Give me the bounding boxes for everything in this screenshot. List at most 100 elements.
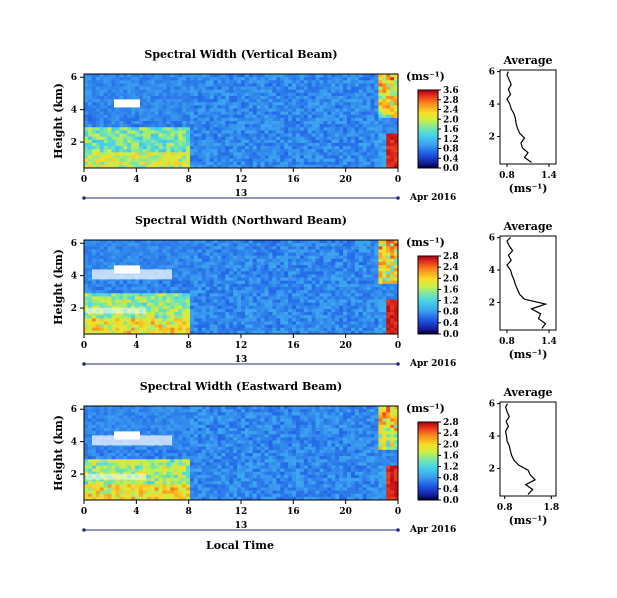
colorbar-tick-label: 1.6 <box>443 451 459 461</box>
x-tick-label: 12 <box>235 507 248 517</box>
x-tick-label: 4 <box>133 507 139 517</box>
colorbar-tick-label: 2.8 <box>443 418 459 428</box>
x-tick-label: 16 <box>287 507 300 517</box>
x-tick-label: 8 <box>186 175 192 185</box>
colorbar-tick-label: 2.4 <box>443 429 459 439</box>
profile-y-tick-label: 6 <box>489 68 495 78</box>
colorbar-tick-label: 0.4 <box>443 319 459 329</box>
heatmap-field <box>84 74 399 169</box>
x-tick-label: 0 <box>81 341 87 351</box>
colorbar-frame <box>417 421 439 501</box>
average-profile: Average 2 4 6 0.8 1.4(ms⁻¹) <box>489 220 557 361</box>
profile-frame <box>499 235 557 331</box>
date-label: Apr 2016 <box>409 359 456 369</box>
y-tick-label: 6 <box>71 239 77 249</box>
y-tick-label: 4 <box>71 106 77 116</box>
y-axis-label: Height (km) <box>52 415 65 491</box>
x-axis-label: Local Time <box>206 539 274 552</box>
panel-2: Spectral Width (Northward Beam) 2 4 6 Height… <box>52 214 557 369</box>
y-tick-label: 4 <box>71 438 77 448</box>
x-tick-label: 8 <box>186 341 192 351</box>
profile-x-label: (ms⁻¹) <box>509 514 548 527</box>
profile-line <box>506 71 532 163</box>
colorbar-tick-label: 0.8 <box>443 308 459 318</box>
day-axis-end <box>396 362 400 366</box>
day-label: 13 <box>235 521 248 531</box>
y-tick-label: 6 <box>71 405 77 415</box>
profile-x-tick-label: 0.8 <box>499 171 515 181</box>
colorbar-tick-label: 0.8 <box>443 145 459 155</box>
profile-y-tick-label: 4 <box>489 432 495 442</box>
profile-title: Average <box>502 220 552 233</box>
profile-x-label: (ms⁻¹) <box>509 182 548 195</box>
profile-frame <box>499 401 557 497</box>
day-axis-start <box>82 362 86 366</box>
colorbar-tick-label: 0.4 <box>443 154 459 164</box>
x-tick-label: 20 <box>339 175 352 185</box>
profile-x-tick-label: 1.4 <box>541 337 557 347</box>
colorbar-tick-label: 1.6 <box>443 125 459 135</box>
y-tick-label: 2 <box>71 470 77 480</box>
panel-title: Spectral Width (Vertical Beam) <box>144 48 337 61</box>
colorbar-tick-label: 1.6 <box>443 285 459 295</box>
day-axis-start <box>82 196 86 200</box>
date-label: Apr 2016 <box>409 193 456 203</box>
x-tick-label: 0 <box>395 341 401 351</box>
profile-x-tick-label: 1.8 <box>543 503 559 513</box>
y-axis-label: Height (km) <box>52 249 65 325</box>
x-tick-label: 16 <box>287 175 300 185</box>
x-tick-label: 20 <box>339 507 352 517</box>
average-profile: Average 2 4 6 0.8 1.4(ms⁻¹) <box>489 54 557 195</box>
profile-title: Average <box>502 54 552 67</box>
colorbar-label: (ms⁻¹) <box>406 402 445 415</box>
x-tick-label: 12 <box>235 341 248 351</box>
colorbar-tick-label: 0.0 <box>443 164 459 174</box>
colorbar-tick-label: 2.4 <box>443 263 459 273</box>
panel-title: Spectral Width (Eastward Beam) <box>140 380 342 393</box>
y-tick-label: 2 <box>71 304 77 314</box>
y-tick-label: 4 <box>71 272 77 282</box>
day-axis-end <box>396 196 400 200</box>
y-tick-label: 6 <box>71 73 77 83</box>
panel-title: Spectral Width (Northward Beam) <box>135 214 347 227</box>
x-tick-label: 4 <box>133 175 139 185</box>
colorbar-tick-label: 1.2 <box>443 297 459 307</box>
colorbar-tick-label: 0.0 <box>443 496 459 506</box>
colorbar-tick-label: 1.2 <box>443 463 459 473</box>
x-tick-label: 0 <box>395 175 401 185</box>
profile-y-tick-label: 2 <box>489 132 495 142</box>
profile-y-tick-label: 2 <box>489 298 495 308</box>
profile-y-tick-label: 4 <box>489 100 495 110</box>
y-axis-label: Height (km) <box>52 83 65 159</box>
colorbar-tick-label: 1.2 <box>443 135 459 145</box>
day-label: 13 <box>235 189 248 199</box>
colorbar-tick-label: 2.4 <box>443 106 459 116</box>
colorbar-label: (ms⁻¹) <box>406 70 445 83</box>
x-tick-label: 20 <box>339 341 352 351</box>
colorbar-tick-label: 3.6 <box>443 86 459 96</box>
x-tick-label: 4 <box>133 341 139 351</box>
day-axis-start <box>82 528 86 532</box>
profile-line <box>506 237 548 329</box>
colorbar-tick-label: 0.0 <box>443 330 459 340</box>
y-tick-label: 2 <box>71 138 77 148</box>
colorbar: 0.00.40.81.21.62.02.42.83.6 <box>417 86 459 174</box>
profile-y-tick-label: 6 <box>489 400 495 410</box>
profile-line <box>504 403 536 495</box>
heatmap-field <box>84 406 399 501</box>
profile-y-tick-label: 4 <box>489 266 495 276</box>
colorbar-tick-label: 2.0 <box>443 274 459 284</box>
profile-x-tick-label: 0.8 <box>497 503 513 513</box>
x-tick-label: 16 <box>287 341 300 351</box>
profile-x-tick-label: 0.8 <box>499 337 515 347</box>
colorbar-tick-label: 2.8 <box>443 96 459 106</box>
colorbar-label: (ms⁻¹) <box>406 236 445 249</box>
average-profile: Average 2 4 6 0.8 1.8(ms⁻¹) <box>489 386 559 527</box>
x-tick-label: 12 <box>235 175 248 185</box>
day-axis-end <box>396 528 400 532</box>
x-tick-label: 0 <box>81 507 87 517</box>
colorbar: 0.00.40.81.2 1.62.02.42.8 <box>417 418 459 506</box>
day-label: 13 <box>235 355 248 365</box>
date-label: Apr 2016 <box>409 525 456 535</box>
profile-title: Average <box>502 386 552 399</box>
